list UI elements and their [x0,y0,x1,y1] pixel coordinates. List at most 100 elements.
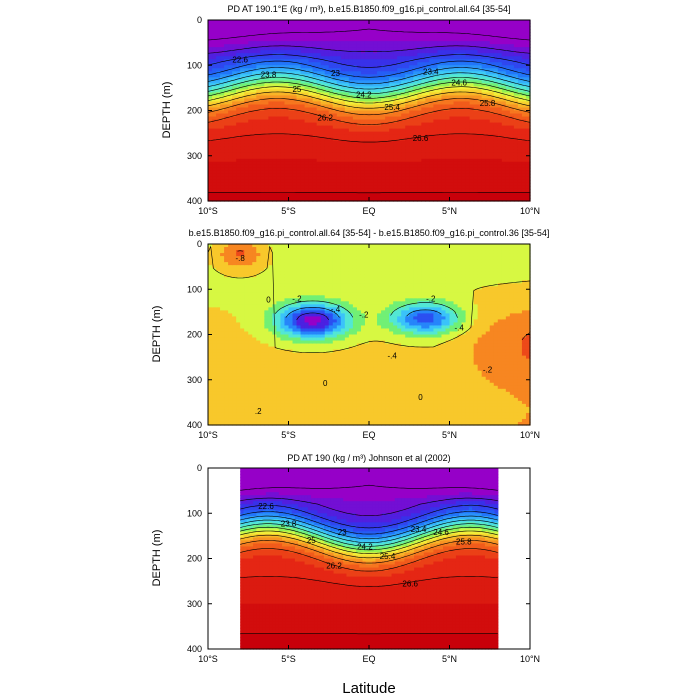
contour-fill-cell [212,116,217,121]
contour-fill-cell [328,125,334,130]
contour-fill-cell [252,116,257,121]
contour-fill-cell [296,65,302,69]
contour-fill-cell [220,119,225,124]
contour-fill-cell [320,185,326,190]
contour-fill-cell [240,119,245,124]
contour-fill-cell [348,32,354,36]
contour-fill-cell [296,104,302,109]
contour-fill-cell [288,110,294,115]
contour-fill-cell [212,62,217,66]
contour-fill-cell [272,92,278,97]
contour-fill-cell [236,191,241,196]
contour-fill-cell [236,53,241,57]
contour-fill-cell [256,35,261,39]
contour-fill-cell [240,80,245,84]
contour-fill-cell [356,53,362,57]
contour-fill-cell [280,98,286,103]
contour-fill-cell [224,119,229,124]
contour-fill-cell [292,188,298,193]
contour-fill-cell [252,95,257,100]
contour-fill-cell [260,32,265,36]
contour-fill-cell [224,29,229,33]
contour-fill-cell [356,59,362,63]
contour-fill-cell [236,104,241,109]
contour-fill-cell [248,68,253,72]
contour-fill-cell [256,140,261,145]
contour-fill-cell [224,23,229,27]
contour-fill-cell [344,146,350,151]
contour-fill-cell [348,77,354,81]
contour-fill-cell [336,80,342,84]
contour-fill-cell [276,26,282,30]
contour-fill-cell [364,182,370,187]
contour-fill-cell [356,23,362,27]
contour-fill-cell [260,80,265,84]
contour-fill-cell [336,185,342,190]
contour-fill-cell [320,38,326,42]
contour-fill-cell [272,65,278,69]
contour-fill-cell [296,38,302,42]
contour-fill-cell [336,74,342,78]
contour-fill-cell [252,176,257,181]
contour-fill-cell [344,62,350,66]
contour-fill-cell [216,167,221,172]
contour-fill-cell [260,68,265,72]
contour-fill-cell [304,98,310,103]
contour-fill-cell [236,59,241,63]
contour-fill-cell [308,167,314,172]
contour-fill-cell [320,74,326,78]
contour-fill-cell [244,137,249,142]
contour-fill-cell [236,68,241,72]
contour-fill-cell [264,74,269,78]
contour-fill-cell [284,92,290,97]
contour-fill-cell [276,125,282,130]
contour-fill-cell [228,65,233,69]
contour-fill-cell [272,143,278,148]
contour-fill-cell [260,116,265,121]
contour-fill-cell [208,77,213,81]
x-tick-label: 5°S [281,206,296,216]
contour-fill-cell [244,62,249,66]
contour-fill-cell [208,53,213,57]
contour-fill-cell [220,38,225,42]
contour-fill-cell [220,23,225,27]
contour-fill-cell [264,152,269,157]
contour-fill-cell [272,53,278,57]
contour-fill-cell [216,119,221,124]
contour-fill-cell [244,56,249,60]
contour-fill-cell [280,68,286,72]
contour-fill-cell [220,122,225,127]
contour-fill-cell [364,86,370,90]
contour-fill-cell [284,194,290,199]
contour-fill-cell [312,41,318,45]
contour-fill-cell [284,98,290,103]
contour-fill-cell [208,50,213,54]
contour-fill-cell [216,149,221,154]
contour-fill-cell [344,176,350,181]
contour-fill-cell [212,23,217,27]
contour-fill-cell [208,137,213,142]
contour-fill-cell [268,41,274,45]
contour-fill-cell [360,185,366,190]
contour-fill-cell [208,197,213,202]
contour-fill-cell [356,35,362,39]
contour-fill-cell [224,152,229,157]
contour-fill-cell [232,32,237,36]
contour-fill-cell [332,95,338,100]
contour-fill-cell [256,152,261,157]
contour-fill-cell [312,38,318,42]
contour-fill-cell [260,20,265,24]
contour-fill-cell [236,83,241,87]
contour-fill-cell [224,56,229,60]
contour-fill-cell [364,170,370,175]
contour-fill-cell [212,191,217,196]
contour-fill-cell [212,47,217,51]
contour-fill-cell [312,173,318,178]
contour-fill-cell [300,170,306,175]
contour-fill-cell [256,170,261,175]
contour-fill-cell [332,104,338,109]
contour-fill-cell [260,23,265,27]
contour-fill-cell [252,74,257,78]
contour-fill-cell [328,170,334,175]
contour-fill-cell [352,191,358,196]
